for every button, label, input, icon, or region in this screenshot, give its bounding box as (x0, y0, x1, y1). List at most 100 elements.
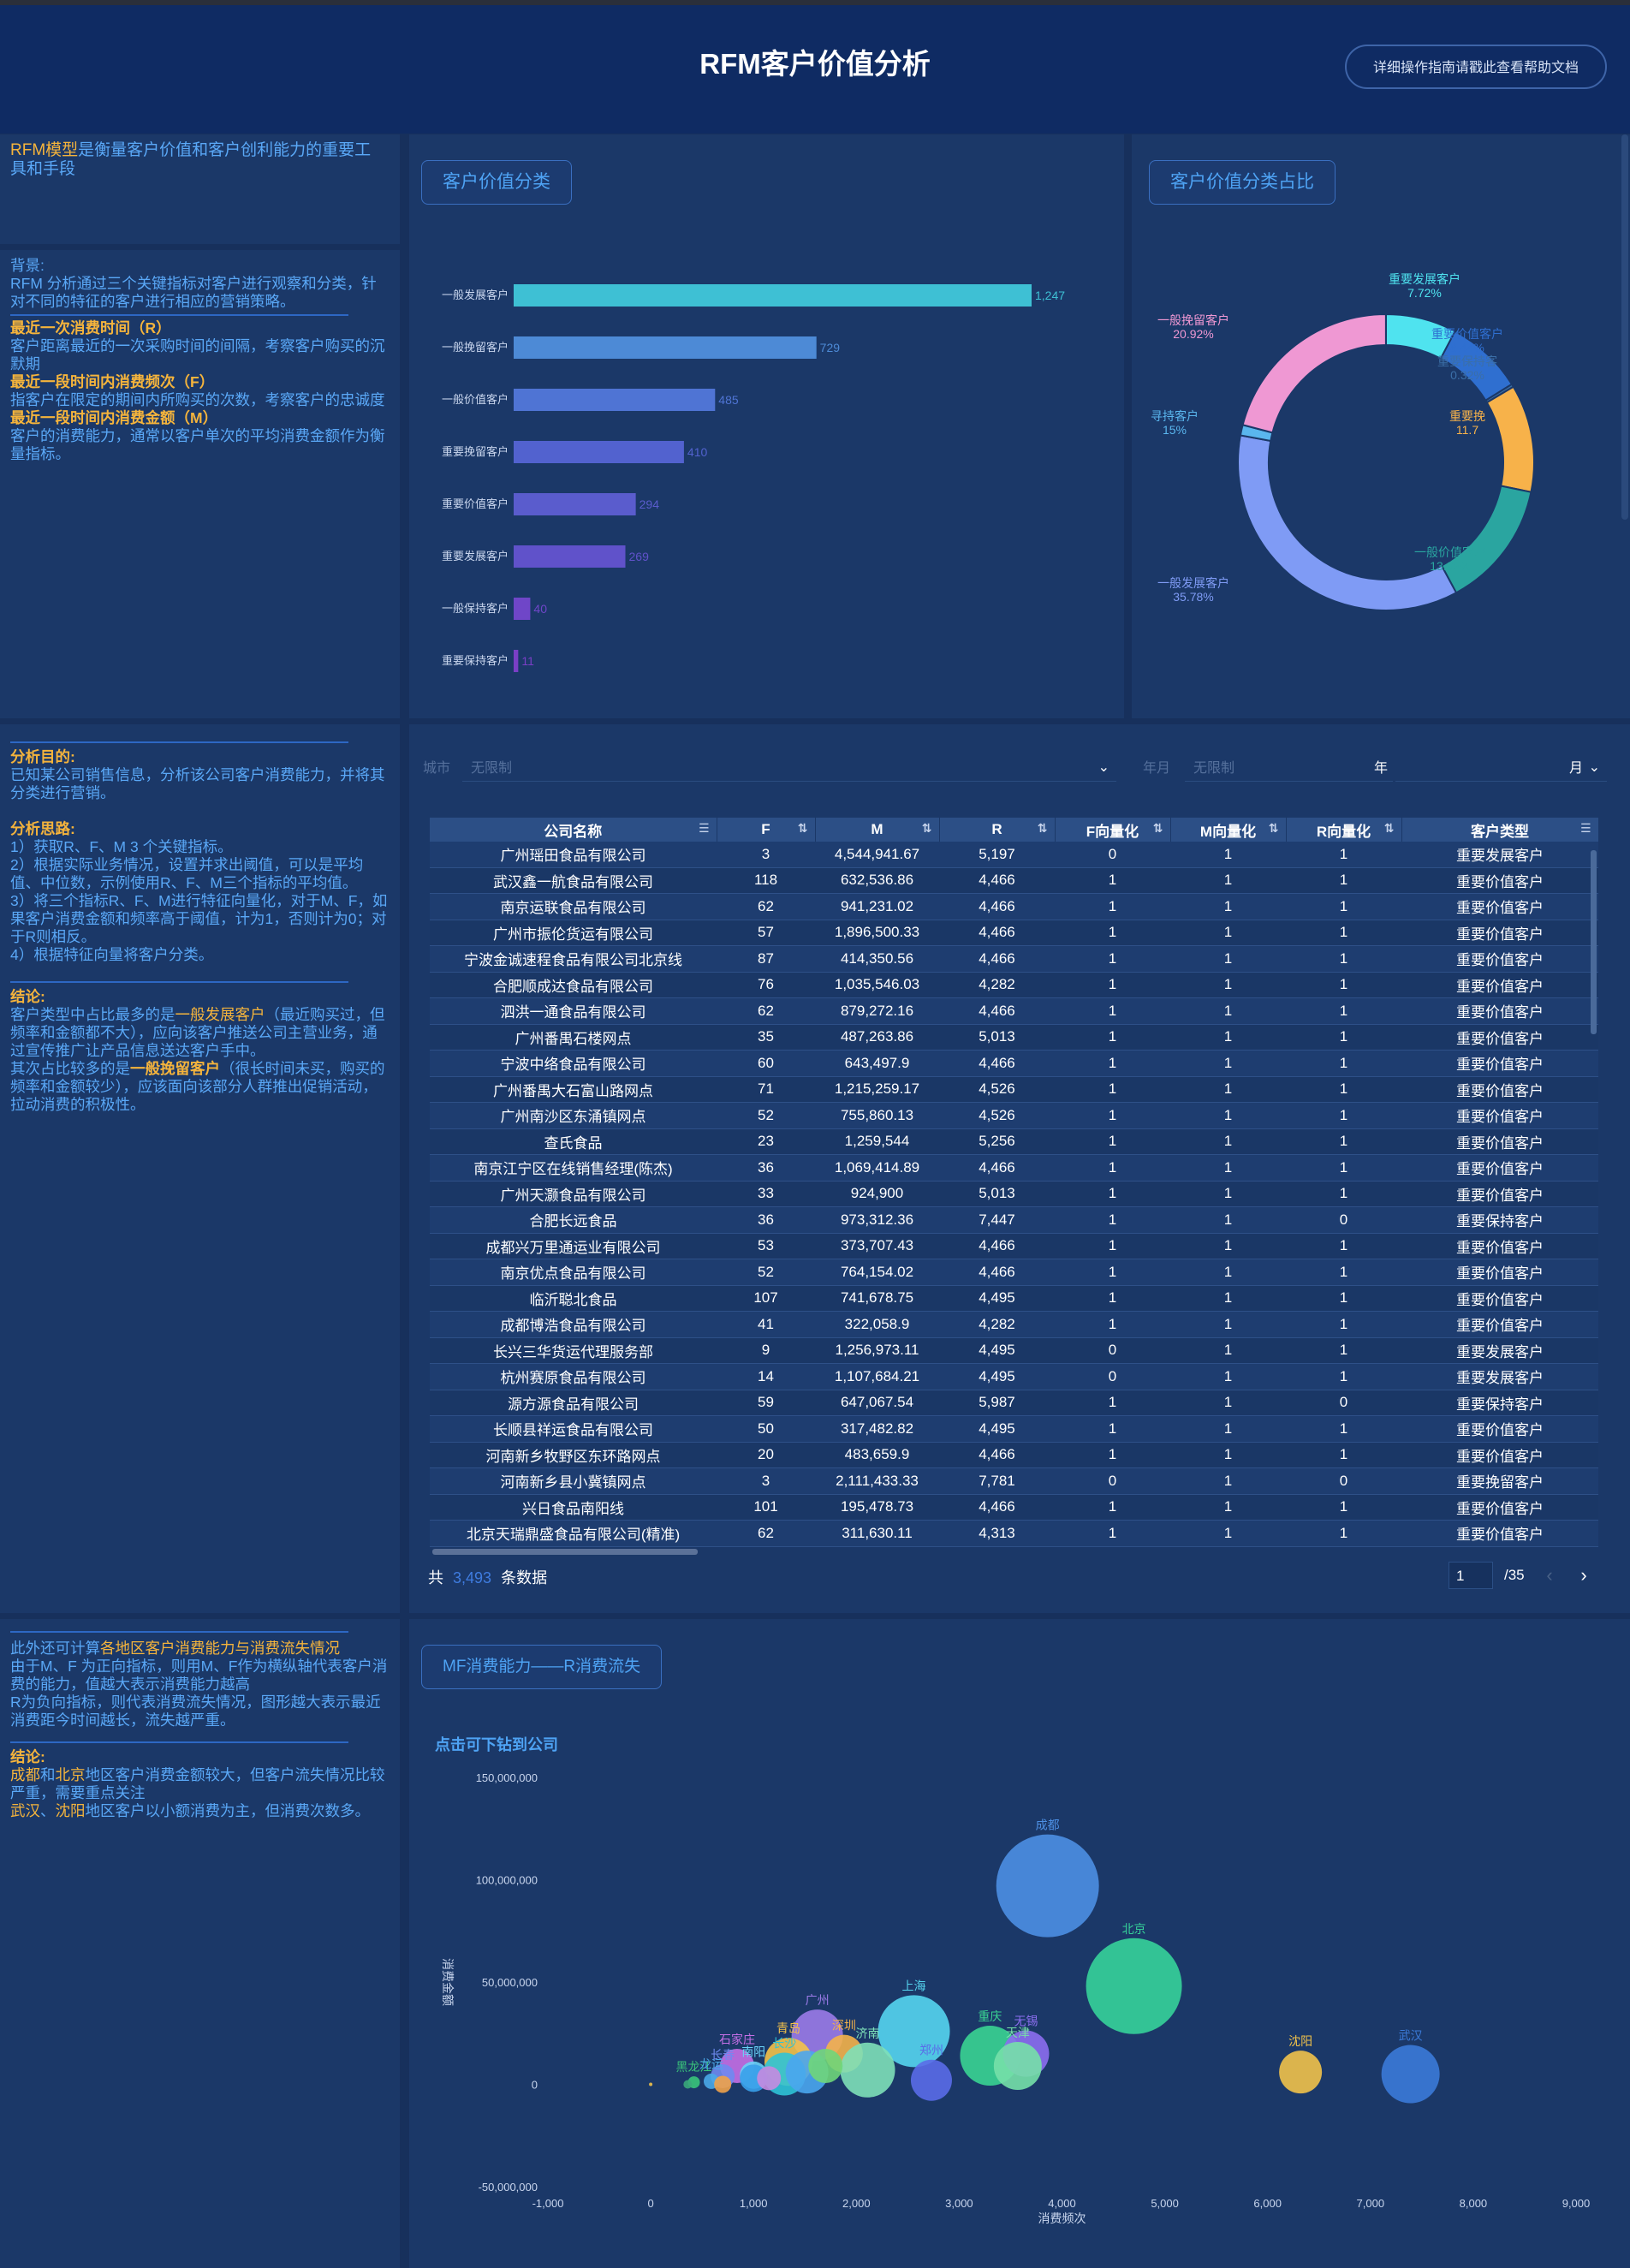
table-row[interactable]: 广州南沙区东涌镇网点 52 755,860.13 4,526 1 1 1 重要价值客户 (430, 1102, 1598, 1129)
idea-line: 1）获取R、F、M 3 个关键指标。 (10, 838, 233, 855)
table-cell: 1 (1055, 1024, 1170, 1051)
prev-page-icon[interactable]: ‹ (1546, 1564, 1553, 1586)
scrollbar[interactable] (1621, 134, 1628, 520)
table-row[interactable]: 广州瑶田食品有限公司 3 4,544,941.67 5,197 0 1 1 重要发展客户 (430, 842, 1598, 868)
table-row[interactable]: 兴日食品南阳线 101 195,478.73 4,466 1 1 1 重要价值客户 (430, 1494, 1598, 1521)
column-header[interactable]: R ⇅ (939, 818, 1056, 842)
month-select[interactable]: 月 ⌄ (1395, 757, 1607, 782)
table-cell: 52 (717, 1102, 815, 1129)
table-row[interactable]: 长兴三华货运代理服务部 9 1,256,973.11 4,495 0 1 1 重要发展客户 (430, 1337, 1598, 1364)
table-row[interactable]: 广州市振伦货运有限公司 57 1,896,500.33 4,466 1 1 1 重要价值客户 (430, 920, 1598, 946)
table-cell: 1 (1055, 1102, 1170, 1129)
table-row[interactable]: 泗洪一通食品有限公司 62 879,272.16 4,466 1 1 1 重要价值客户 (430, 997, 1598, 1025)
bar (514, 545, 626, 568)
donut-label: 一般发展客户 (1157, 576, 1229, 590)
bubble-chart[interactable]: 150,000,000 100,000,000 50,000,000 0 -50,000… (409, 1619, 1630, 2268)
table-row[interactable]: 长顺县祥运食品有限公司 50 317,482.82 4,495 1 1 1 重要价值客户 (430, 1415, 1598, 1443)
table-cell: 1 (1055, 1076, 1170, 1103)
page-title: RFM客户价值分析 (699, 48, 931, 80)
column-header[interactable]: M向量化 ⇅ (1170, 818, 1287, 842)
table-row[interactable]: 宁波中络食品有限公司 60 643,497.9 4,466 1 1 1 重要价值客户 (430, 1050, 1598, 1077)
table-row[interactable]: 合肥顺成达食品有限公司 76 1,035,546.03 4,282 1 1 1 重要价值客户 (430, 972, 1598, 998)
table-row[interactable]: 河南新乡县小冀镇网点 3 2,111,433.33 7,781 0 1 0 重要挽留客户 (430, 1467, 1598, 1495)
bubble (993, 2041, 1042, 2090)
table-cell: 33 (717, 1181, 815, 1207)
region-panel: 此外还可计算各地区客户消费能力与消费流失情况 由于M、F 为正向指标，则用M、F… (0, 1619, 400, 2268)
table-row[interactable]: 南京优点食品有限公司 52 764,154.02 4,466 1 1 1 重要价值客户 (430, 1259, 1598, 1286)
x-tick-label: 4,000 (1048, 2197, 1076, 2210)
bubble (877, 1995, 950, 2068)
table-cell: 广州番禺大石富山路网点 (430, 1076, 717, 1103)
filter-icon[interactable]: ☰ (698, 821, 710, 835)
table-horizontal-scrollbar[interactable] (432, 1549, 698, 1555)
table-vertical-scrollbar[interactable] (1591, 850, 1597, 1034)
sort-icon[interactable]: ⇅ (921, 821, 932, 835)
page-input[interactable]: 1 (1449, 1562, 1493, 1589)
donut-percent: 15% (1163, 423, 1187, 437)
window-top-strip (0, 0, 1630, 5)
help-doc-button[interactable]: 详细操作指南请戳此查看帮助文档 (1345, 45, 1607, 89)
table-row[interactable]: 成都博浩食品有限公司 41 322,058.9 4,282 1 1 1 重要价值客户 (430, 1311, 1598, 1338)
bar-value-label: 269 (629, 550, 650, 563)
table-cell: 20 (717, 1442, 815, 1468)
table-row[interactable]: 广州番禺石楼网点 35 487,263.86 5,013 1 1 1 重要价值客户 (430, 1024, 1598, 1051)
background-label: 背景: (10, 257, 45, 274)
table-cell: 4,282 (939, 972, 1055, 998)
table-cell: 1 (1286, 920, 1401, 946)
column-header[interactable]: M ⇅ (815, 818, 940, 842)
idea-title: 分析思路: (10, 820, 75, 837)
sort-icon[interactable]: ⇅ (1037, 821, 1048, 835)
table-cell: 1 (1055, 1520, 1170, 1547)
table-row[interactable]: 北京天瑞鼎盛食品有限公司(精准) 62 311,630.11 4,313 1 1 1 重要价值… (430, 1520, 1598, 1547)
table-row[interactable]: 源方源食品有限公司 59 647,067.54 5,987 1 1 0 重要保持客户 (430, 1390, 1598, 1416)
table-cell: 311,630.11 (815, 1520, 939, 1547)
table-row[interactable]: 南京江宁区在线销售经理(陈杰) 36 1,069,414.89 4,466 1 1 1 重要价… (430, 1154, 1598, 1182)
bubble-label: 青岛 (776, 2021, 800, 2035)
table-row[interactable]: 成都兴万里通运业有限公司 53 373,707.43 4,466 1 1 1 重要价值客户 (430, 1233, 1598, 1259)
f-title: 最近一段时间内消费频次（F） (10, 373, 215, 390)
year-select[interactable]: 无限制 年 (1185, 757, 1393, 782)
table-row[interactable]: 杭州赛原食品有限公司 14 1,107,684.21 4,495 0 1 1 重要发展客户 (430, 1363, 1598, 1390)
table-cell: 1 (1286, 867, 1401, 894)
column-header[interactable]: 客户类型 ☰ (1401, 818, 1599, 842)
table-cell: 118 (717, 867, 815, 894)
donut-label: 一般挽留客户 (1157, 313, 1229, 327)
bar-value-label: 40 (533, 602, 547, 616)
x-tick-label: 2,000 (842, 2197, 871, 2210)
table-row[interactable]: 临沂聪北食品 107 741,678.75 4,495 1 1 1 重要价值客户 (430, 1285, 1598, 1312)
table-cell: 重要价值客户 (1401, 893, 1598, 920)
donut-percent: 35.78% (1173, 590, 1213, 604)
bubble (649, 2082, 653, 2086)
x-tick-label: 3,000 (945, 2197, 973, 2210)
table-row[interactable]: 宁波金诚速程食品有限公司北京线 87 414,350.56 4,466 1 1 1 重要价值客… (430, 945, 1598, 973)
table-row[interactable]: 合肥长远食品 36 973,312.36 7,447 1 1 0 重要保持客户 (430, 1206, 1598, 1234)
table-cell: 1 (1055, 1206, 1170, 1234)
bubble (757, 2066, 782, 2091)
column-header[interactable]: F向量化 ⇅ (1055, 818, 1171, 842)
sort-icon[interactable]: ⇅ (1152, 821, 1163, 835)
table-row[interactable]: 南京运联食品有限公司 62 941,231.02 4,466 1 1 1 重要价值客户 (430, 893, 1598, 920)
table-row[interactable]: 广州天灏食品有限公司 33 924,900 5,013 1 1 1 重要价值客户 (430, 1181, 1598, 1207)
table-cell: 1 (1170, 1311, 1286, 1338)
city-filter-select[interactable]: 无限制 ⌄ (462, 757, 1116, 782)
next-page-icon[interactable]: › (1580, 1564, 1587, 1586)
table-cell: 4,466 (939, 997, 1055, 1025)
table-row[interactable]: 查氏食品 23 1,259,544 5,256 1 1 1 重要价值客户 (430, 1128, 1598, 1155)
bubble (714, 2075, 732, 2093)
table-cell: 1 (1055, 1050, 1170, 1077)
table-cell: 1 (1170, 1102, 1286, 1129)
column-header[interactable]: F ⇅ (717, 818, 816, 842)
sort-icon[interactable]: ⇅ (1268, 821, 1279, 835)
table-row[interactable]: 广州番禺大石富山路网点 71 1,215,259.17 4,526 1 1 1 重要价值客户 (430, 1076, 1598, 1103)
table-cell: 重要价值客户 (1401, 972, 1598, 998)
table-cell: 632,536.86 (815, 867, 939, 894)
column-header[interactable]: R向量化 ⇅ (1286, 818, 1402, 842)
sort-icon[interactable]: ⇅ (797, 821, 808, 835)
column-header[interactable]: 公司名称 ☰ (430, 818, 717, 842)
table-row[interactable]: 武汉鑫一航食品有限公司 118 632,536.86 4,466 1 1 1 重要价值客户 (430, 867, 1598, 894)
table-cell: 北京天瑞鼎盛食品有限公司(精准) (430, 1520, 717, 1547)
sort-icon[interactable]: ⇅ (1383, 821, 1395, 835)
table-row[interactable]: 河南新乡牧野区东环路网点 20 483,659.9 4,466 1 1 1 重要价值客户 (430, 1442, 1598, 1468)
table-cell: 643,497.9 (815, 1050, 939, 1077)
filter-icon[interactable]: ☰ (1579, 821, 1591, 835)
